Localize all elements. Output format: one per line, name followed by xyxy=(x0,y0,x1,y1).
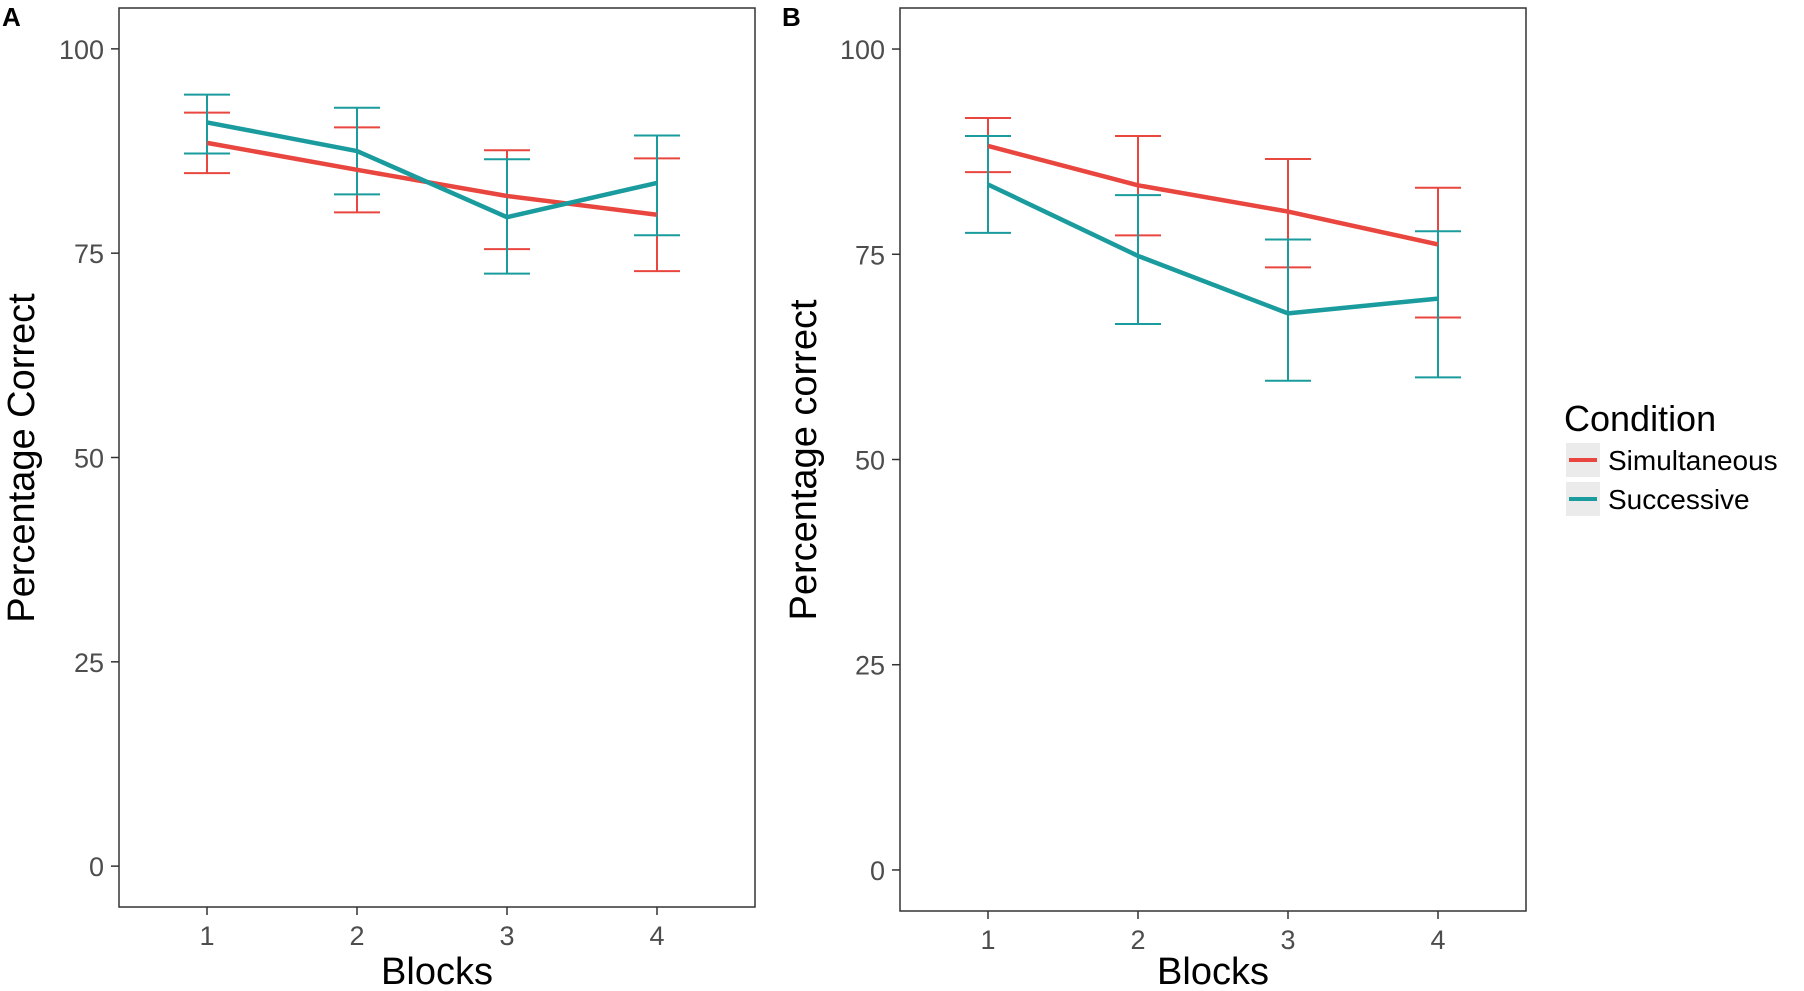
panel-a-x-axis: 1 2 3 4 xyxy=(199,907,665,951)
x-tick-label: 2 xyxy=(1130,925,1145,955)
y-tick-label: 100 xyxy=(59,35,104,65)
y-tick-label: 75 xyxy=(855,240,885,270)
panel-a-y-axis: 0 25 50 75 100 xyxy=(59,35,119,882)
y-tick-label: 0 xyxy=(870,856,885,886)
y-tick-label: 25 xyxy=(74,648,104,678)
y-tick-label: 100 xyxy=(840,35,885,65)
panel-a-x-axis-title: Blocks xyxy=(381,951,493,991)
panel-a-y-axis-title: Percentage Correct xyxy=(1,293,43,623)
panel-b-label: B xyxy=(782,2,801,32)
x-tick-label: 4 xyxy=(1430,925,1445,955)
x-tick-label: 2 xyxy=(349,921,364,951)
y-tick-label: 0 xyxy=(89,852,104,882)
y-tick-label: 50 xyxy=(855,446,885,476)
series-line-simultaneous xyxy=(987,143,1439,247)
panel-a-label: A xyxy=(2,2,21,32)
x-tick-label: 3 xyxy=(499,921,514,951)
panel-b-x-axis: 1 2 3 4 xyxy=(980,911,1446,955)
y-tick-label: 25 xyxy=(855,651,885,681)
panel-b-x-axis-title: Blocks xyxy=(1157,951,1269,991)
panel-b-plot-area xyxy=(899,7,1527,912)
legend-label-simultaneous: Simultaneous xyxy=(1608,445,1778,476)
panel-b: B 0 25 50 75 100 1 2 3 4 Blocks Percentage corr… xyxy=(782,2,1527,991)
legend-title: Condition xyxy=(1564,398,1716,439)
panel-b-y-axis-title: Percentage correct xyxy=(783,299,825,620)
y-tick-label: 50 xyxy=(74,444,104,474)
panel-b-marks xyxy=(965,117,1461,382)
y-tick-label: 75 xyxy=(74,239,104,269)
series-line-successive xyxy=(206,120,658,220)
x-tick-label: 4 xyxy=(649,921,664,951)
x-tick-label: 1 xyxy=(199,921,214,951)
panel-a-marks xyxy=(184,93,680,275)
panel-a: A 0 25 50 75 100 1 2 3 4 Blocks Percentage Corr… xyxy=(1,2,756,991)
legend-label-successive: Successive xyxy=(1608,484,1750,515)
x-tick-label: 1 xyxy=(980,925,995,955)
panel-b-y-axis: 0 25 50 75 100 xyxy=(840,35,900,886)
x-tick-label: 3 xyxy=(1280,925,1295,955)
series-line-successive xyxy=(987,182,1439,316)
legend: Condition Simultaneous Successive xyxy=(1564,398,1778,516)
